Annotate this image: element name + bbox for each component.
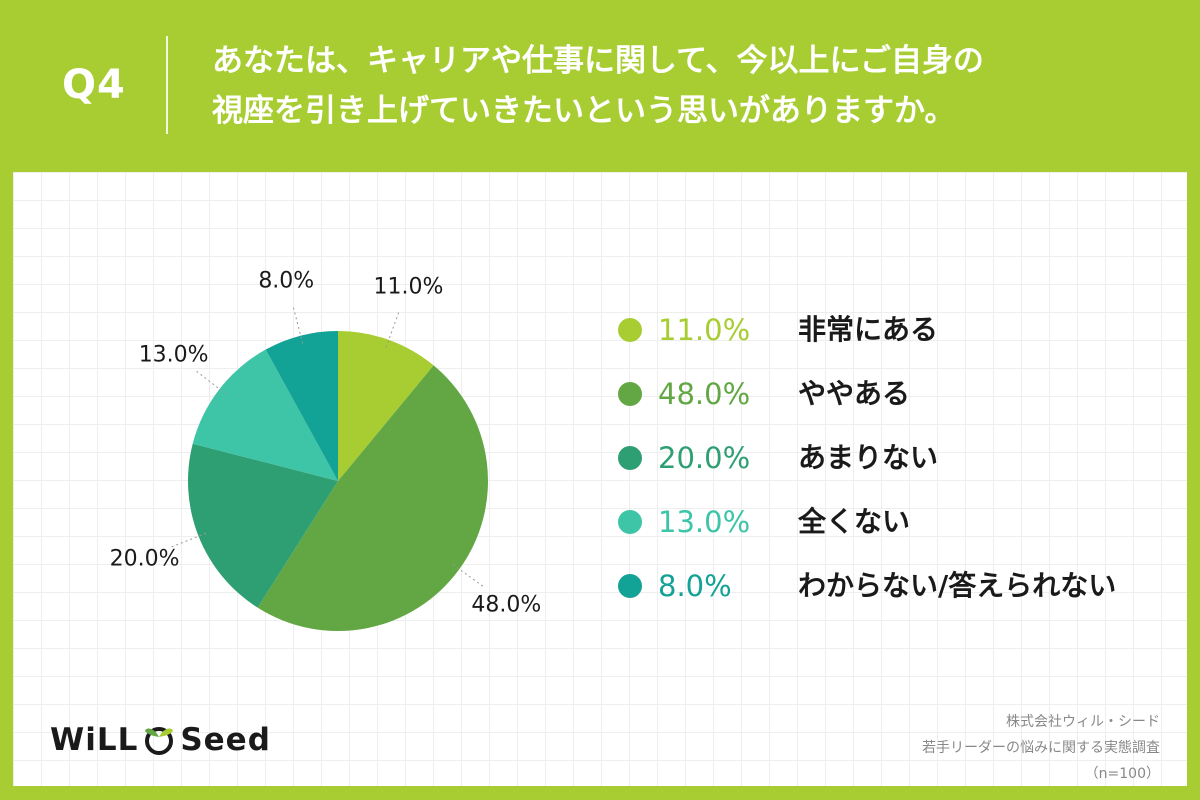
legend-dot: [618, 446, 642, 470]
slice-percent-label: 48.0%: [471, 592, 541, 617]
slice-percent-label: 8.0%: [258, 269, 314, 294]
logo-text-right: Seed: [180, 722, 271, 758]
slice-percent-label: 20.0%: [110, 547, 180, 572]
slice-percent-label: 13.0%: [139, 343, 209, 368]
source-company: 株式会社ウィル・シード: [1006, 714, 1160, 730]
logo-text-left: WiLL: [50, 722, 139, 758]
legend-percent: 8.0%: [658, 569, 732, 603]
pie-slice: [265, 331, 338, 481]
question-number: Q4: [62, 62, 126, 108]
legend-percent: 20.0%: [658, 441, 751, 475]
pie-slice: [338, 331, 434, 481]
legend-label: 非常にある: [798, 313, 939, 346]
legend-percent: 48.0%: [658, 377, 751, 411]
pie-slice: [192, 349, 338, 481]
legend-percent: 11.0%: [658, 313, 751, 347]
leader-line: [452, 564, 486, 589]
leader-line: [193, 369, 227, 395]
leader-line: [292, 304, 304, 344]
source-survey: 若手リーダーの悩みに関する実態調査: [922, 740, 1160, 756]
pie-chart: 11.0% 48.0% 20.0% 13.0% 8.0%: [110, 269, 541, 632]
leader-line: [168, 532, 207, 549]
legend-dot: [618, 382, 642, 406]
pie-slice: [187, 443, 338, 608]
legend-dot: [618, 574, 642, 598]
legend-label: 全くない: [798, 505, 911, 538]
sprout-icon: [145, 727, 174, 755]
legend-label: ややある: [798, 377, 911, 410]
legend-percent: 13.0%: [658, 505, 751, 539]
legend-dot: [618, 510, 642, 534]
legend-label: わからない/答えられない: [798, 569, 1117, 602]
slice-percent-label: 11.0%: [374, 274, 444, 299]
header-divider: [166, 36, 168, 134]
source-sample: （n=100）: [1084, 766, 1160, 782]
source-note: 株式会社ウィル・シード 若手リーダーの悩みに関する実態調査 （n=100）: [922, 709, 1160, 787]
legend-dot: [618, 318, 642, 342]
chart-panel: 11.0% 48.0% 20.0% 13.0% 8.0% 11.0% 非常にある 48.…: [13, 172, 1187, 786]
legend-label: あまりない: [798, 441, 939, 474]
pie-slice: [257, 365, 489, 632]
question-line-2: 視座を引き上げていきたいという思いがありますか。: [212, 93, 956, 129]
willseed-logo: WiLL Seed: [50, 722, 271, 758]
question-line-1: あなたは、キャリアや仕事に関して、今以上にご自身の: [212, 43, 984, 79]
question-text: あなたは、キャリアや仕事に関して、今以上にご自身の 視座を引き上げていきたいとい…: [212, 36, 1172, 136]
header-banner: Q4 あなたは、キャリアや仕事に関して、今以上にご自身の 視座を引き上げていきた…: [0, 0, 1200, 170]
